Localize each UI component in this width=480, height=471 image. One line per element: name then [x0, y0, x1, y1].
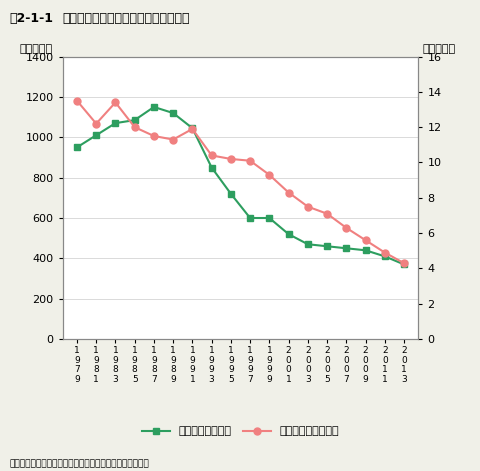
海面漁業（左軸）: [285, 231, 291, 237]
海面漁業（左軸）: [266, 215, 272, 221]
Text: （万トン）: （万トン）: [20, 44, 53, 54]
海面漁業（左軸）: [132, 117, 137, 123]
内水面漁業（右軸）: [266, 172, 272, 178]
内水面漁業（右軸）: [151, 133, 156, 139]
海面漁業（左軸）: [93, 132, 99, 138]
海面漁業（左軸）: [343, 245, 348, 251]
海面漁業（左軸）: [151, 104, 156, 110]
内水面漁業（右軸）: [189, 126, 195, 132]
内水面漁業（右軸）: [400, 260, 406, 266]
海面漁業（左軸）: [74, 145, 80, 150]
Line: 海面漁業（左軸）: 海面漁業（左軸）: [74, 104, 406, 268]
内水面漁業（右軸）: [343, 225, 348, 231]
内水面漁業（右軸）: [170, 137, 176, 142]
海面漁業（左軸）: [112, 120, 118, 126]
内水面漁業（右軸）: [285, 190, 291, 195]
海面漁業（左軸）: [304, 242, 310, 247]
海面漁業（左軸）: [362, 247, 368, 253]
内水面漁業（右軸）: [324, 211, 329, 217]
海面漁業（左軸）: [170, 110, 176, 116]
内水面漁業（右軸）: [304, 204, 310, 210]
海面漁業（左軸）: [400, 261, 406, 267]
海面漁業（左軸）: [381, 253, 387, 259]
内水面漁業（右軸）: [247, 158, 252, 163]
内水面漁業（右軸）: [112, 99, 118, 105]
Text: 資料：農林水産省漁業・養殖生産統計年報より環境省作成: 資料：農林水産省漁業・養殖生産統計年報より環境省作成: [10, 460, 149, 469]
内水面漁業（右軸）: [381, 250, 387, 255]
海面漁業（左軸）: [247, 215, 252, 221]
海面漁業（左軸）: [324, 244, 329, 249]
海面漁業（左軸）: [189, 125, 195, 131]
Text: 囲2-1-1: 囲2-1-1: [10, 12, 53, 25]
Line: 内水面漁業（右軸）: 内水面漁業（右軸）: [73, 97, 407, 267]
Legend: 海面漁業（左軸）, 内水面漁業（右軸）: 海面漁業（左軸）, 内水面漁業（右軸）: [137, 422, 343, 441]
内水面漁業（右軸）: [228, 156, 233, 162]
Text: （万トン）: （万トン）: [421, 44, 454, 54]
海面漁業（左軸）: [208, 165, 214, 171]
内水面漁業（右軸）: [132, 124, 137, 130]
内水面漁業（右軸）: [93, 121, 99, 126]
Text: 海面漁業・内水面漁業の漁獲量の推移: 海面漁業・内水面漁業の漁獲量の推移: [62, 12, 190, 25]
内水面漁業（右軸）: [74, 98, 80, 104]
内水面漁業（右軸）: [362, 237, 368, 243]
海面漁業（左軸）: [228, 191, 233, 196]
内水面漁業（右軸）: [208, 153, 214, 158]
